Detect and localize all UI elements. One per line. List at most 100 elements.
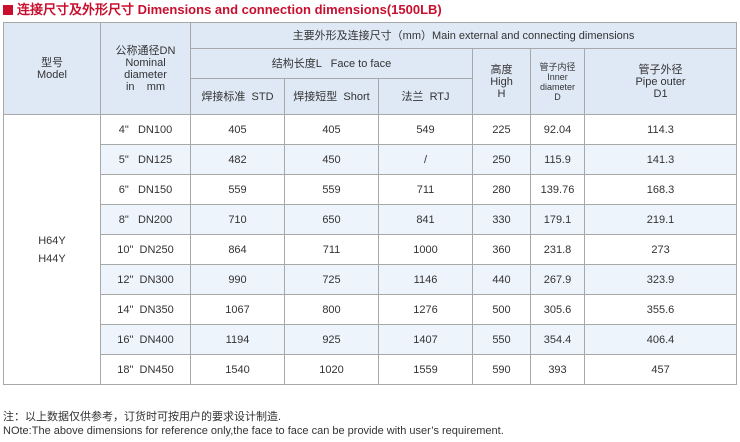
model-header-en: Model — [37, 68, 67, 81]
cell-short: 1020 — [284, 354, 379, 385]
cell-std: 864 — [190, 234, 285, 265]
cell-std: 990 — [190, 264, 285, 295]
cell-short: 925 — [284, 324, 379, 355]
cell-short: 559 — [284, 174, 379, 205]
cell-std: 559 — [190, 174, 285, 205]
face-to-face-header: 结构长度L Face to face — [190, 48, 473, 79]
table-row: 5" DN125 482 450/250 115.9 141.3 — [4, 144, 738, 175]
cell-std: 405 — [190, 114, 285, 145]
cell-d: 179.1 — [530, 204, 585, 235]
cell-size: 14" DN350 — [100, 294, 191, 325]
cell-rtj: 1146 — [378, 264, 473, 295]
cell-short: 800 — [284, 294, 379, 325]
outer-header-en: Pipe outer — [635, 75, 686, 88]
cell-d1: 168.3 — [583, 174, 738, 205]
cell-rtj: / — [378, 144, 473, 175]
table-row: 12" DN300 990 725 1146 440 267.9 323.9 — [4, 264, 738, 295]
note-cn: 注：以上数据仅供参考，订货时可按用户的要求设计制造. — [3, 411, 282, 423]
dimensions-table: 型号 Model 公称通径DN Nominal diameter in mm 主… — [3, 22, 738, 385]
cell-d: 139.76 — [530, 174, 585, 205]
cell-size: 12" DN300 — [100, 264, 191, 295]
cell-short: 725 — [284, 264, 379, 295]
inner-header-sym: D — [554, 91, 561, 102]
cell-d: 231.8 — [530, 234, 585, 265]
cell-d: 92.04 — [530, 114, 585, 145]
cell-d1: 219.1 — [583, 204, 738, 235]
cell-h: 225 — [472, 114, 531, 145]
std-header: 焊接标准 STD — [190, 78, 285, 115]
cell-h: 550 — [472, 324, 531, 355]
model-name: H64Y — [38, 234, 66, 247]
cell-d1: 323.9 — [583, 264, 738, 295]
cell-size: 4" DN100 — [100, 114, 191, 145]
cell-rtj: 1559 — [378, 354, 473, 385]
cell-h: 500 — [472, 294, 531, 325]
cell-h: 360 — [472, 234, 531, 265]
outer-diameter-header: 管子外径 Pipe outer D1 — [583, 48, 738, 115]
notes: 注：以上数据仅供参考，订货时可按用户的要求设计制造. NOte:The abov… — [3, 410, 504, 438]
header-row-3: 焊接标准 STD 焊接短型 Short 法兰 RTJ — [4, 78, 737, 115]
table-row: 18" DN450 1540 1020 1559 590 393 457 — [4, 354, 738, 385]
note-en: NOte:The above dimensions for reference … — [3, 425, 504, 437]
square-bullet-icon — [3, 5, 13, 15]
cell-d1: 273 — [583, 234, 738, 265]
header-row-1: 型号 Model 公称通径DN Nominal diameter in mm 主… — [3, 22, 738, 115]
section-title: 连接尺寸及外形尺寸 Dimensions and connection dime… — [3, 1, 442, 19]
cell-short: 405 — [284, 114, 379, 145]
dn-header-en3: in mm — [125, 80, 166, 93]
inner-diameter-header: 管子内径 Inner diameter D — [530, 48, 585, 115]
model-cell: H64Y H44Y — [3, 114, 101, 385]
cell-size: 16" DN400 — [100, 324, 191, 355]
cell-h: 330 — [472, 204, 531, 235]
cell-d: 354.4 — [530, 324, 585, 355]
cell-h: 440 — [472, 264, 531, 295]
cell-std: 1067 — [190, 294, 285, 325]
section-title-text: 连接尺寸及外形尺寸 Dimensions and connection dime… — [17, 2, 442, 17]
height-header: 高度 High H — [472, 48, 531, 115]
cell-d1: 141.3 — [583, 144, 738, 175]
cell-rtj: 711 — [378, 174, 473, 205]
dn-header-en1: Nominal — [125, 56, 166, 69]
cell-size: 5" DN125 — [100, 144, 191, 175]
cell-size: 10" DN250 — [100, 234, 191, 265]
rtj-header: 法兰 RTJ — [378, 78, 473, 115]
cell-h: 280 — [472, 174, 531, 205]
cell-d: 305.6 — [530, 294, 585, 325]
data-body: H64Y H44Y 4" DN100 405 405 549 225 92.04 114.3 5"… — [3, 114, 738, 385]
inner-header-cn: 管子内径 — [539, 61, 576, 72]
cell-d1: 406.4 — [583, 324, 738, 355]
table-row: H64Y H44Y 4" DN100 405 405 549 225 92.04 114.3 — [3, 114, 738, 385]
cell-size: 8" DN200 — [100, 204, 191, 235]
table-row: 6" DN150 559 559 711 280 139.76 168.3 — [4, 174, 738, 205]
main-dims-header: 主要外形及连接尺寸（mm）Main external and connectin… — [189, 22, 738, 49]
outer-header-cn: 管子外径 — [638, 63, 683, 76]
table-row: 8" DN200 710 650 841 330 179.1 219.1 — [4, 204, 738, 235]
cell-rtj: 549 — [378, 114, 473, 145]
cell-rtj: 841 — [378, 204, 473, 235]
cell-short: 711 — [284, 234, 379, 265]
model-header-cn: 型号 — [41, 56, 63, 69]
height-header-cn: 高度 — [490, 63, 513, 76]
cell-rtj: 1407 — [378, 324, 473, 355]
cell-size: 6" DN150 — [100, 174, 191, 205]
cell-d1: 355.6 — [583, 294, 738, 325]
cell-h: 250 — [472, 144, 531, 175]
height-header-sym: H — [497, 87, 506, 100]
cell-d1: 457 — [583, 354, 738, 385]
inner-header-en: Inner diameter — [539, 71, 575, 92]
cell-d: 267.9 — [530, 264, 585, 295]
cell-std: 482 — [190, 144, 285, 175]
cell-d: 393 — [530, 354, 585, 385]
cell-rtj: 1276 — [378, 294, 473, 325]
cell-size: 18" DN450 — [100, 354, 191, 385]
model-name: H44Y — [38, 252, 66, 265]
table-row: 16" DN400 1194 925 1407 550 354.4 406.4 — [4, 324, 738, 355]
dn-header-en2: diameter — [124, 68, 167, 81]
header-row-2: 结构长度L Face to face 高度 High H 管子内径 Inner … — [4, 48, 738, 115]
cell-rtj: 1000 — [378, 234, 473, 265]
cell-h: 590 — [472, 354, 531, 385]
cell-std: 1194 — [190, 324, 285, 355]
dn-header-cn: 公称通径DN — [115, 44, 176, 57]
cell-std: 1540 — [190, 354, 285, 385]
table-row: 10" DN250 864 711 1000 360 231.8 273 — [4, 234, 738, 265]
